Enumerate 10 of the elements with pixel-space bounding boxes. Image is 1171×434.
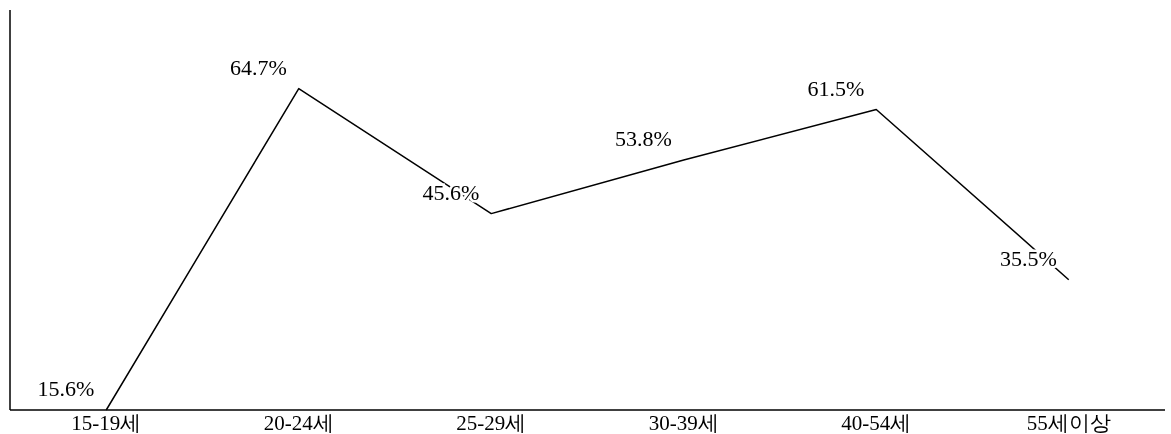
x-tick-label: 30-39세: [648, 411, 719, 434]
data-label: 15.6%: [37, 376, 95, 401]
x-tick-label: 40-54세: [841, 411, 912, 434]
x-tick-label: 25-29세: [456, 411, 527, 434]
x-tick-label: 15-19세: [71, 411, 142, 434]
x-tick-label: 55세이상: [1026, 411, 1111, 434]
data-label: 64.7%: [229, 54, 287, 80]
data-label: 53.8%: [614, 125, 672, 151]
x-tick-label: 20-24세: [263, 411, 334, 434]
data-label: 61.5%: [807, 75, 865, 101]
